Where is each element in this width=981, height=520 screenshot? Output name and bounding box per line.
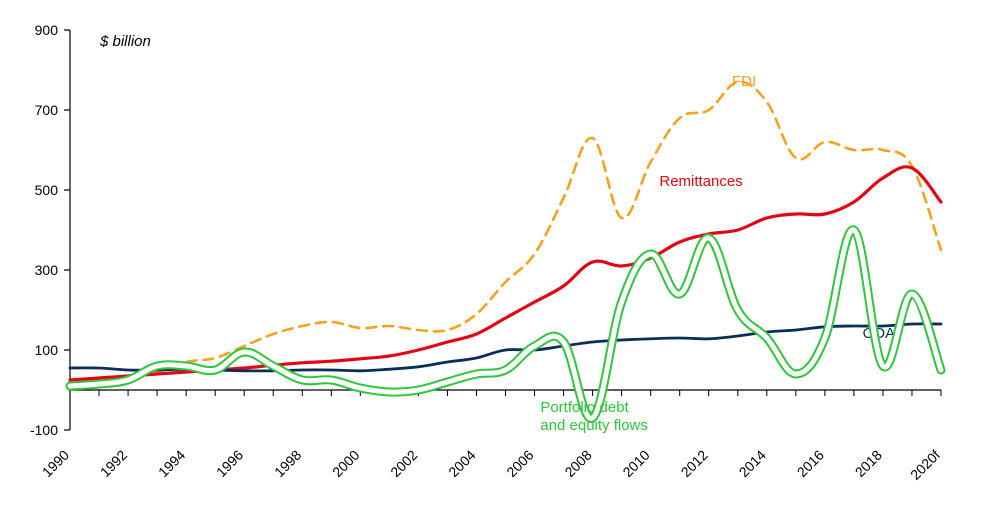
y-tick-label: 300	[35, 262, 59, 278]
y-tick-label: 500	[35, 182, 59, 198]
y-tick-label: -100	[30, 422, 58, 438]
y-tick-label: 700	[35, 102, 59, 118]
line-chart: -100100300500700900199019921994199619982…	[0, 0, 981, 520]
y-axis-title: $ billion	[99, 33, 151, 50]
series-label: Remittances	[659, 173, 742, 190]
chart-container: -100100300500700900199019921994199619982…	[0, 0, 981, 520]
series-label: FDI	[732, 73, 756, 90]
y-tick-label: 100	[35, 342, 59, 358]
y-tick-label: 900	[35, 22, 59, 38]
